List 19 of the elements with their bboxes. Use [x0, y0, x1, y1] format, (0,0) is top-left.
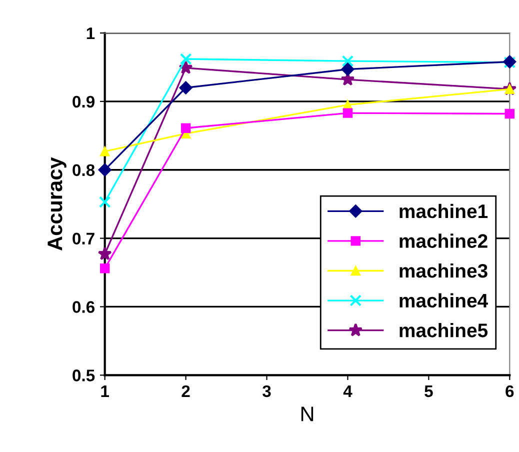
legend-label: machine4 — [400, 293, 488, 308]
y-tick-label: 0.6 — [72, 301, 95, 313]
x-tick-label: 2 — [182, 385, 190, 397]
y-tick-label: 0.9 — [72, 96, 94, 108]
x-tick-label: 6 — [506, 385, 514, 398]
y-axis-title: Accuracy — [48, 157, 66, 250]
y-tick-label: 0.5 — [72, 370, 95, 382]
x-tick-label: 5 — [424, 385, 433, 398]
x-axis-title: N — [301, 406, 314, 422]
legend-label: machine5 — [400, 323, 488, 338]
x-tick-label: 1 — [101, 385, 110, 397]
y-tick-label: 0.8 — [72, 164, 95, 176]
legend-label: machine3 — [400, 263, 488, 278]
y-tick-label: 0.7 — [72, 232, 94, 244]
x-tick-label: 3 — [262, 385, 271, 398]
y-tick-label: 1 — [86, 28, 95, 40]
legend-label: machine2 — [400, 234, 488, 248]
legend-label: machine1 — [400, 204, 488, 218]
x-tick-label: 4 — [343, 385, 352, 397]
